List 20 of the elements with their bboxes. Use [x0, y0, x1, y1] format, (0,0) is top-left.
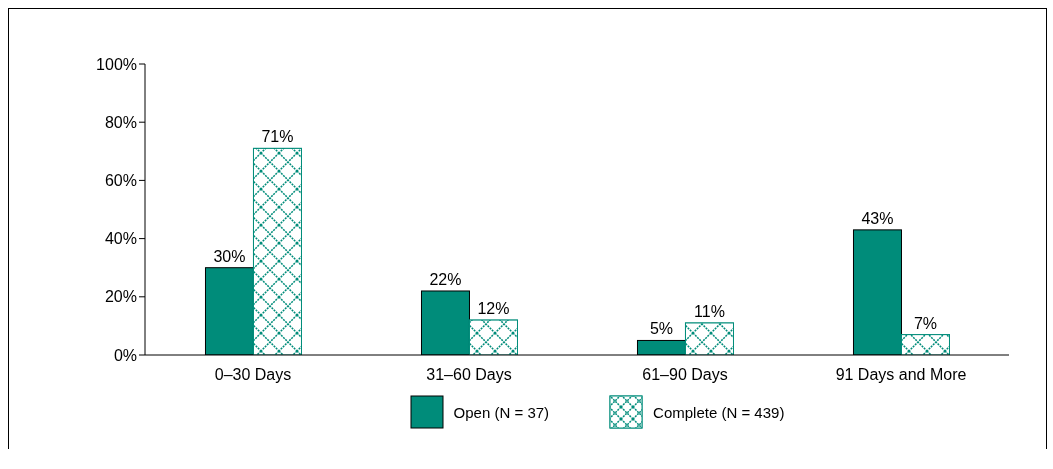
- text: 7%: [913, 314, 938, 332]
- y-tick-label: 40%: [104, 230, 137, 248]
- x-tick-label: 0–30 Days: [214, 366, 292, 384]
- y-tick-label: 60%: [104, 172, 137, 190]
- text: 30%: [213, 247, 246, 265]
- text: 43%: [861, 209, 894, 227]
- text: 5%: [649, 320, 674, 338]
- text: 71%: [261, 128, 294, 146]
- text: 11%: [694, 302, 725, 320]
- legend-label: Complete (N = 439): [653, 403, 785, 421]
- y-tick-label: 100%: [96, 55, 137, 73]
- text: 22%: [429, 270, 462, 288]
- text: 12%: [477, 300, 510, 318]
- y-tick-label: 20%: [104, 288, 137, 306]
- legend-label: Open (N = 37): [453, 403, 550, 421]
- y-tick-label: 0%: [113, 346, 137, 364]
- y-tick-label: 80%: [104, 113, 137, 131]
- x-tick-label: 31–60 Days: [426, 366, 512, 384]
- x-tick-label: 91 Days and More: [835, 366, 967, 384]
- x-tick-label: 61–90 Days: [642, 366, 728, 384]
